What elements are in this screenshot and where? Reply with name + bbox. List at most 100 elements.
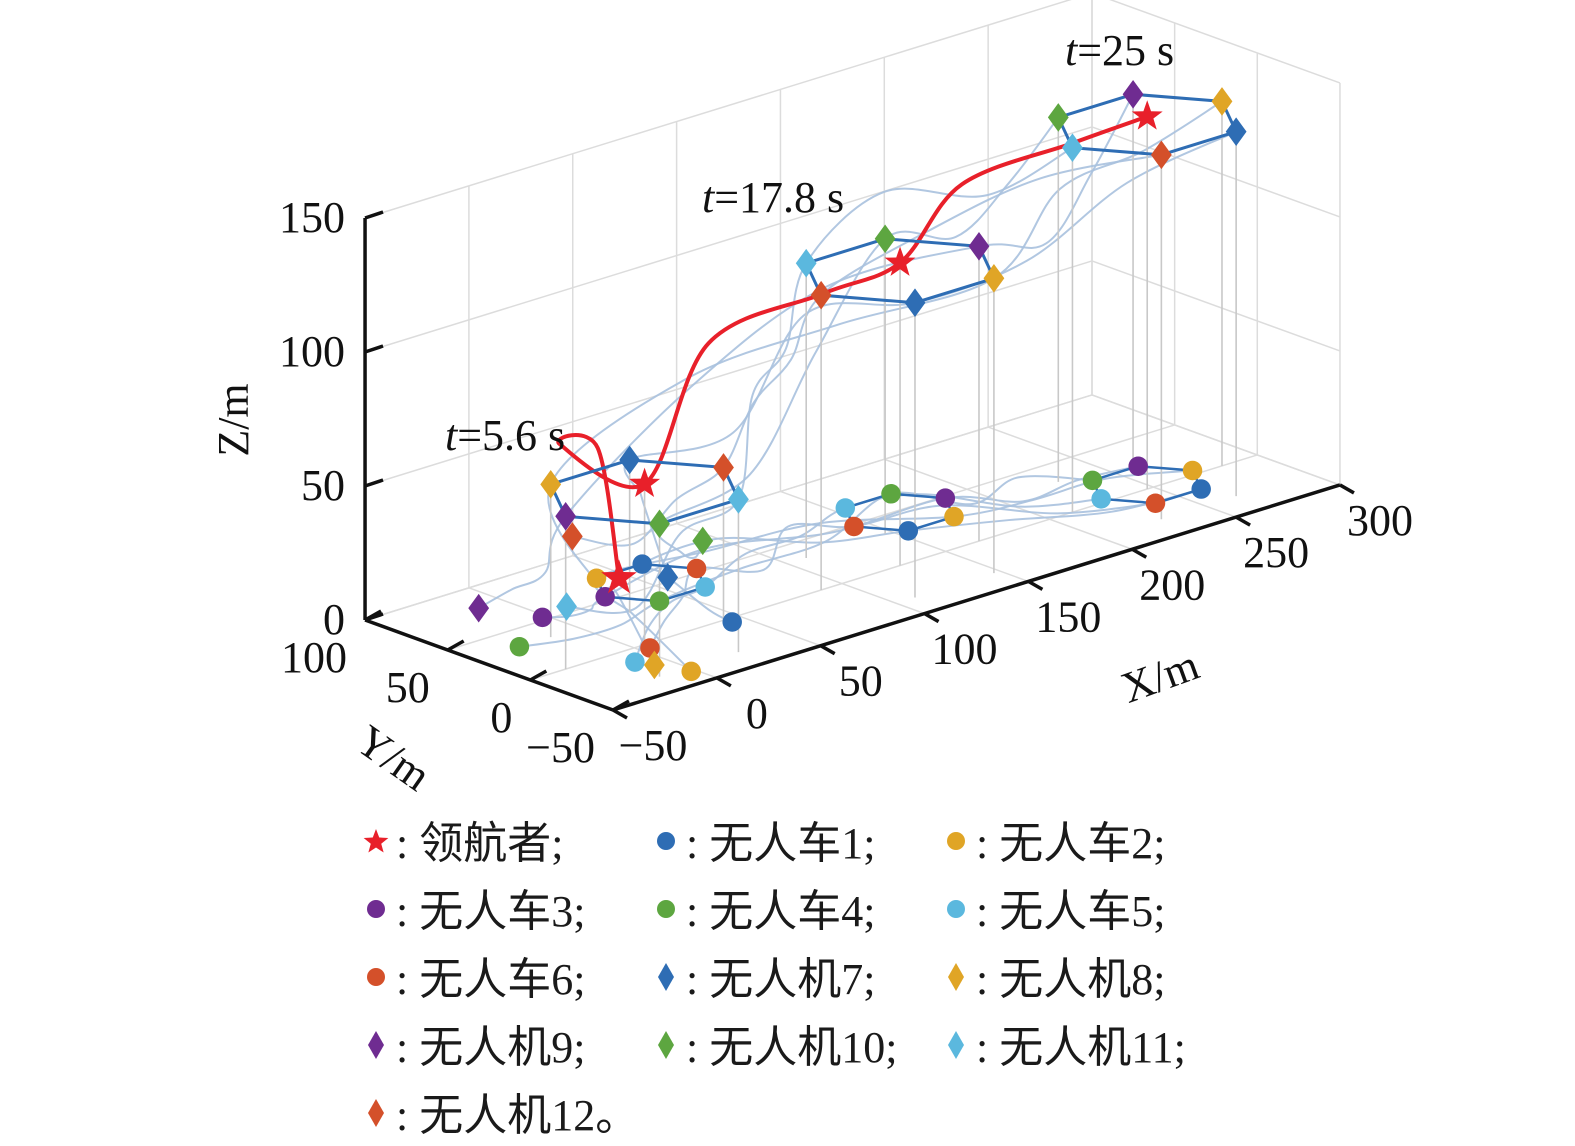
grid-line <box>364 0 1072 219</box>
legend-label: : 无人车2; <box>976 819 1166 868</box>
trajectory-agent-10 <box>655 116 1060 560</box>
legend-star-icon <box>363 829 389 853</box>
legend-item: : 无人机12。 <box>360 1077 650 1145</box>
uav-7-marker <box>1225 117 1247 146</box>
legend-item: : 无人机8; <box>940 941 1240 1009</box>
legend-label: : 无人车3; <box>396 887 586 936</box>
uav-8-marker <box>540 470 562 499</box>
x-tick <box>923 612 940 624</box>
ugv-2-marker <box>586 568 607 589</box>
uav-12-start-marker <box>561 522 583 551</box>
legend-circle-icon <box>657 832 675 850</box>
legend-label: : 无人车4; <box>686 887 876 936</box>
y-axis-label: Y/m <box>347 716 439 801</box>
legend-label: : 无人机7; <box>686 955 876 1004</box>
legend: : 领航者; : 无人车1; : 无人车2; : 无人车3; : 无人车4; : 无人车5… <box>360 805 1240 1145</box>
trajectory-agent-9 <box>478 93 1134 610</box>
legend-label: : 无人车5; <box>976 887 1166 936</box>
ugv-4-start-marker <box>509 636 530 657</box>
leader-marker <box>884 246 916 276</box>
uav-11-start-marker <box>556 592 577 621</box>
y-tick <box>529 669 548 682</box>
ugv-5-start-marker <box>625 652 645 672</box>
ugv-3-marker <box>1128 456 1148 476</box>
legend-item: : 无人车5; <box>940 873 1240 941</box>
ugv-6-marker <box>844 516 864 537</box>
uav-11-marker <box>728 485 749 514</box>
legend-circle-icon <box>657 900 675 918</box>
legend-circle-icon <box>947 832 965 850</box>
legend-item: : 无人机7; <box>650 941 940 1009</box>
time-symbol: t <box>445 411 459 460</box>
z-tick-label: 150 <box>279 193 345 242</box>
ugv-5-marker <box>835 498 856 518</box>
legend-item: : 无人车3; <box>360 873 650 941</box>
x-tick <box>1339 483 1355 495</box>
ugv-5-marker <box>695 577 715 597</box>
ugv-4-marker <box>649 591 670 611</box>
z-axis-label: Z/m <box>209 383 258 456</box>
ugv-6-marker <box>1145 493 1166 513</box>
x-tick-label: 50 <box>839 657 883 706</box>
ugv-1-start-marker <box>722 612 742 632</box>
ugv-5-marker <box>1091 489 1111 509</box>
time-annotation: t=17.8 s <box>702 173 844 222</box>
legend-label: : 无人机10; <box>686 1023 898 1072</box>
ugv-2-start-marker <box>681 661 701 682</box>
legend-circle-icon <box>367 900 385 918</box>
x-tick-label: −50 <box>619 721 688 770</box>
z-tick-label: 100 <box>279 327 345 376</box>
legend-diamond-icon <box>658 1031 674 1059</box>
y-tick <box>612 699 630 712</box>
uav-9-marker <box>555 502 577 531</box>
grid-line <box>1091 394 1341 486</box>
grid-line <box>884 458 1133 550</box>
uav-7-marker <box>619 445 641 475</box>
time-value: =17.8 s <box>714 173 844 222</box>
trajectory-agent-7 <box>623 130 1237 578</box>
uav-9-start-marker <box>468 593 490 623</box>
ugv-4-marker <box>1082 470 1103 491</box>
time-annotation: t=25 s <box>1065 26 1174 75</box>
x-tick <box>715 676 732 688</box>
uav-7-start-marker <box>657 563 679 592</box>
legend-item: : 无人车2; <box>940 805 1240 873</box>
legend-diamond-icon <box>948 1031 964 1059</box>
legend-item: : 无人机10; <box>650 1009 940 1077</box>
z-tick <box>364 478 384 488</box>
legend-item: : 无人机9; <box>360 1009 650 1077</box>
time-symbol: t <box>702 173 716 222</box>
time-annotation: t=5.6 s <box>445 411 565 460</box>
legend-item: : 无人车4; <box>650 873 940 941</box>
grid-line <box>364 260 1093 487</box>
uav-10-start-marker <box>692 526 714 556</box>
uav-8-marker <box>1211 87 1233 116</box>
ugv-2-marker <box>944 506 964 527</box>
x-tick <box>1235 515 1251 527</box>
ugv-3-marker <box>935 488 956 508</box>
leader-trajectory <box>556 114 1148 579</box>
uav-8-marker <box>983 263 1005 293</box>
grid-line <box>1109 0 1341 84</box>
uav-12-marker <box>810 280 832 310</box>
trajectory-agent-6 <box>649 502 1156 649</box>
time-value: =5.6 s <box>457 411 565 460</box>
y-tick-label: −50 <box>526 723 595 772</box>
x-tick <box>1027 579 1044 591</box>
legend-diamond-icon <box>368 1031 384 1059</box>
legend-circle-icon <box>947 900 965 918</box>
legend-diamond-icon <box>948 963 964 991</box>
z-tick <box>364 612 384 622</box>
legend-label: : 无人车1; <box>686 819 876 868</box>
uav-10-marker <box>1047 103 1069 132</box>
y-axis-line <box>364 618 614 712</box>
legend-diamond-icon <box>368 1099 384 1127</box>
legend-item: : 领航者; <box>360 805 650 873</box>
legend-label: : 无人车6; <box>396 955 586 1004</box>
z-tick-label: 50 <box>301 461 345 510</box>
x-tick-label: 150 <box>1035 592 1101 641</box>
uav-7-marker <box>904 288 926 318</box>
uav-12-marker <box>1150 140 1172 170</box>
